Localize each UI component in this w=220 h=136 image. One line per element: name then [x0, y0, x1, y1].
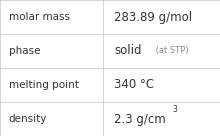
- Text: solid: solid: [114, 44, 142, 58]
- Bar: [0, 34, 103, 68]
- Bar: [0, 0, 103, 34]
- Bar: [103, 0, 220, 34]
- Text: 283.89 g/mol: 283.89 g/mol: [114, 10, 192, 24]
- Text: phase: phase: [9, 46, 40, 56]
- Text: (at STP): (at STP): [153, 47, 188, 55]
- Text: density: density: [9, 114, 47, 124]
- Text: 3: 3: [173, 105, 178, 114]
- Bar: [0, 102, 103, 136]
- Bar: [103, 102, 220, 136]
- Text: 2.3 g/cm: 2.3 g/cm: [114, 112, 166, 126]
- Bar: [103, 34, 220, 68]
- Text: molar mass: molar mass: [9, 12, 70, 22]
- Text: 340 °C: 340 °C: [114, 78, 154, 92]
- Text: melting point: melting point: [9, 80, 79, 90]
- Bar: [0, 68, 103, 102]
- Bar: [103, 68, 220, 102]
